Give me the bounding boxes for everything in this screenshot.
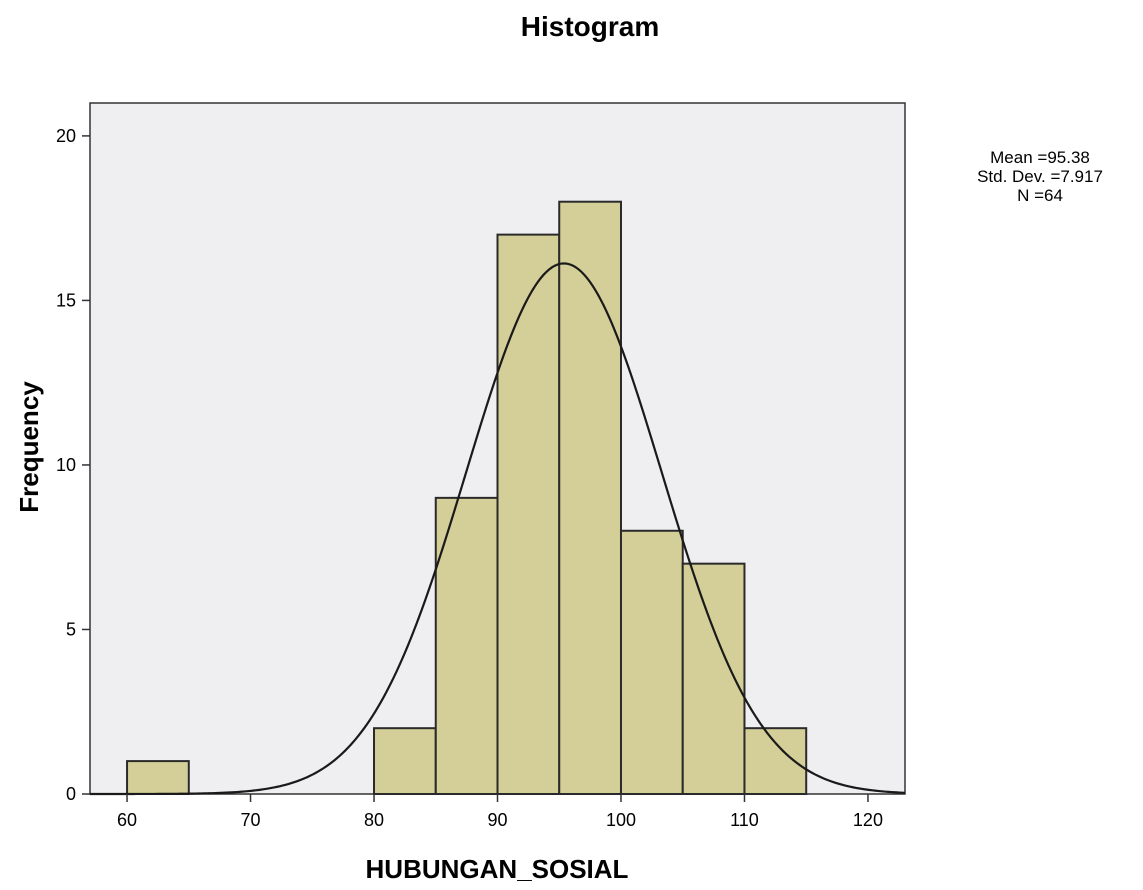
histogram-bar [126,760,190,795]
chart-title: Histogram [521,11,659,42]
x-tick-label: 90 [487,810,507,830]
histogram-bar [619,529,684,795]
stats-n: N =64 [1017,186,1063,205]
y-tick-label: 10 [56,455,76,475]
x-tick-label: 100 [606,810,636,830]
histogram-bar [496,233,561,796]
bars-group [126,200,808,796]
y-axis: 0 5 10 15 20 [56,126,90,804]
x-axis: 60 70 80 90 100 110 120 [117,794,883,830]
x-tick-label: 110 [730,810,759,830]
stats-mean: Mean =95.38 [990,148,1090,167]
y-axis-label: Frequency [14,381,44,513]
normal-curve [90,262,906,796]
x-tick-label: 70 [241,810,261,830]
y-tick-label: 5 [66,619,76,639]
stats-std-dev: Std. Dev. =7.917 [977,167,1103,186]
x-tick-label: 80 [364,810,384,830]
x-tick-label: 120 [853,810,883,830]
y-tick-label: 20 [56,126,76,146]
histogram-bar [558,200,622,795]
histogram-bar [743,727,808,796]
histogram-bar [373,727,437,796]
x-axis-label: HUBUNGAN_SOSIAL [366,854,629,884]
stats-box: Mean =95.38 Std. Dev. =7.917 N =64 [977,148,1103,205]
y-tick-label: 15 [56,290,76,310]
y-tick-label: 0 [66,784,76,804]
x-tick-label: 60 [117,810,137,830]
